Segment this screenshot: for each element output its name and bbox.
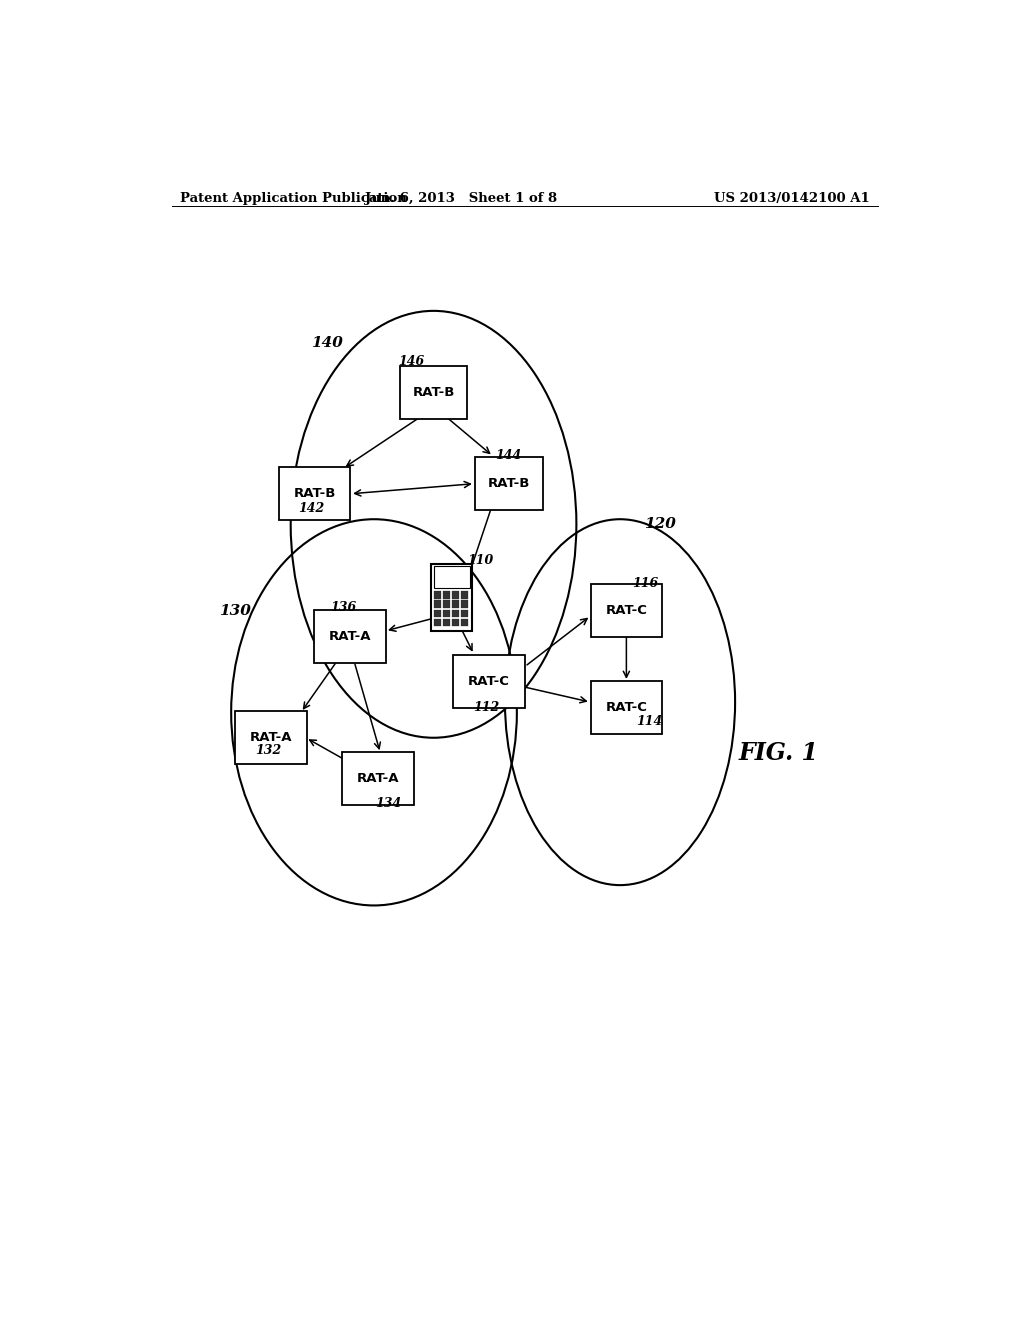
FancyBboxPatch shape [236,711,306,764]
Text: RAT-C: RAT-C [605,605,647,618]
FancyBboxPatch shape [475,457,543,510]
FancyBboxPatch shape [431,565,472,631]
Text: 140: 140 [310,337,342,350]
FancyBboxPatch shape [461,619,468,627]
FancyBboxPatch shape [434,591,441,599]
FancyBboxPatch shape [342,752,414,805]
Text: 134: 134 [376,797,401,810]
FancyBboxPatch shape [443,610,451,618]
FancyBboxPatch shape [443,591,451,599]
Text: 146: 146 [397,355,424,368]
Text: RAT-A: RAT-A [250,731,292,744]
Text: Patent Application Publication: Patent Application Publication [179,191,407,205]
FancyBboxPatch shape [443,601,451,609]
Text: Jun. 6, 2013   Sheet 1 of 8: Jun. 6, 2013 Sheet 1 of 8 [366,191,557,205]
Text: 116: 116 [632,577,658,590]
FancyBboxPatch shape [434,610,441,618]
FancyBboxPatch shape [279,467,350,520]
Text: 144: 144 [496,449,521,462]
FancyBboxPatch shape [461,591,468,599]
Text: 136: 136 [331,601,356,614]
Text: RAT-B: RAT-B [293,487,336,500]
Text: 110: 110 [468,554,494,568]
FancyBboxPatch shape [454,656,524,709]
Text: FIG. 1: FIG. 1 [738,741,819,766]
Text: RAT-C: RAT-C [468,676,510,688]
Text: RAT-A: RAT-A [356,772,399,785]
FancyBboxPatch shape [461,610,468,618]
FancyBboxPatch shape [452,601,459,609]
Text: RAT-B: RAT-B [413,385,455,399]
FancyBboxPatch shape [314,610,386,663]
FancyBboxPatch shape [399,366,467,418]
FancyBboxPatch shape [452,610,459,618]
FancyBboxPatch shape [452,591,459,599]
FancyBboxPatch shape [434,601,441,609]
Text: RAT-A: RAT-A [329,630,372,643]
Text: 114: 114 [636,715,663,729]
Text: 112: 112 [473,701,500,714]
FancyBboxPatch shape [591,585,663,638]
Text: 142: 142 [299,502,325,515]
Text: US 2013/0142100 A1: US 2013/0142100 A1 [715,191,870,205]
FancyBboxPatch shape [434,619,441,627]
FancyBboxPatch shape [452,619,459,627]
FancyBboxPatch shape [461,601,468,609]
Text: RAT-C: RAT-C [605,701,647,714]
FancyBboxPatch shape [433,566,470,587]
FancyBboxPatch shape [591,681,663,734]
Text: 120: 120 [644,517,676,532]
Text: 132: 132 [255,744,282,758]
Text: RAT-B: RAT-B [487,477,530,490]
Text: 130: 130 [219,603,251,618]
FancyBboxPatch shape [443,619,451,627]
